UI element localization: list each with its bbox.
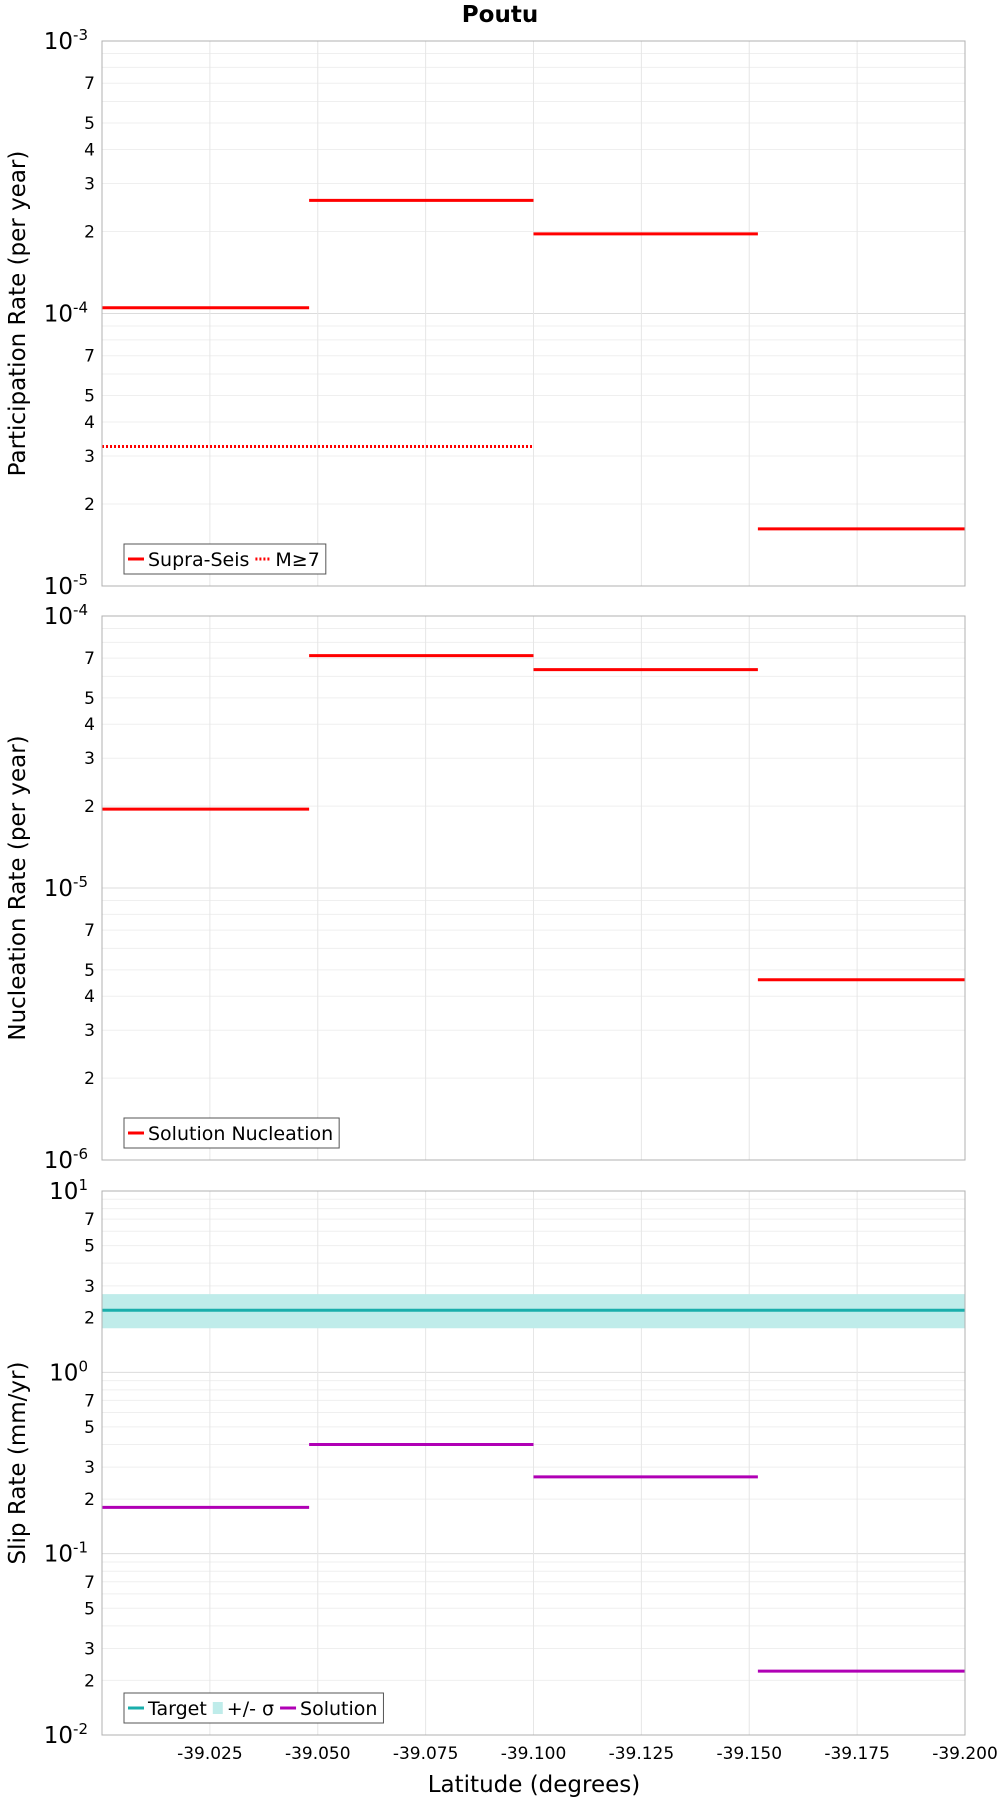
- y-tick-label: 7: [84, 74, 95, 94]
- y-tick-label-major: 10-5: [44, 873, 88, 902]
- legend-box: [123, 1117, 340, 1149]
- y-tick-label: 4: [84, 715, 95, 735]
- y-tick-label: 7: [84, 1573, 95, 1593]
- y-tick-label: 5: [84, 689, 95, 709]
- y-tick-label: 2: [84, 797, 95, 817]
- y-tick-label-major: 100: [49, 1357, 88, 1386]
- y-tick-label: 7: [84, 921, 95, 941]
- legend-label-solution-nucleation: Solution Nucleation: [148, 1123, 333, 1145]
- y-tick-label: 2: [84, 1490, 95, 1510]
- x-tick-label: -39.125: [609, 1744, 675, 1764]
- y-tick-label: 7: [84, 1391, 95, 1411]
- legend-label-target: Target: [147, 1698, 207, 1720]
- chart-panel-participation: 7 5 4 3 2 7 5 4 3 2 10-3 10-4 10-5 Participation Rate…: [5, 26, 966, 600]
- y-axis-label: Participation Rate (per year): [5, 151, 31, 477]
- y-tick-label: 5: [84, 1418, 95, 1438]
- y-tick-label: 3: [84, 1639, 95, 1659]
- y-tick-label: 4: [84, 140, 95, 160]
- plot-frame: [101, 1190, 966, 1736]
- x-tick-label: -39.175: [824, 1744, 890, 1764]
- y-axis-label: Slip Rate (mm/yr): [5, 1362, 31, 1565]
- y-tick-label: 7: [84, 347, 95, 367]
- y-tick-label-major: 101: [49, 1176, 88, 1205]
- legend-label-supra-seis: Supra-Seis: [148, 549, 249, 571]
- x-tick-label: -39.075: [393, 1744, 459, 1764]
- y-tick-label: 3: [84, 749, 95, 769]
- legend-box: [123, 1692, 384, 1724]
- chart-panel-nucleation: 7 5 4 3 2 7 5 4 3 2 10-4 10-5 10-6 Nucleation Rate (p…: [5, 601, 966, 1174]
- y-tick-label: 3: [84, 174, 95, 194]
- y-tick-label: 2: [84, 1671, 95, 1691]
- y-tick-label-major: 10-4: [44, 601, 88, 630]
- legend-label-sigma: +/- σ: [227, 1698, 274, 1720]
- y-tick-label: 3: [84, 1021, 95, 1041]
- figure-title: Poutu: [462, 2, 538, 28]
- y-tick-label: 5: [84, 961, 95, 981]
- x-axis-label: Latitude (degrees): [428, 1772, 641, 1798]
- y-tick-label-major: 10-5: [44, 571, 88, 600]
- y-tick-label: 5: [84, 1237, 95, 1257]
- y-tick-label-major: 10-6: [44, 1145, 88, 1174]
- y-tick-label: 4: [84, 413, 95, 433]
- legend-box: [123, 543, 327, 575]
- plot-frame: [101, 615, 966, 1161]
- legend: Supra-Seis M≥7: [123, 543, 327, 575]
- chart-panel-slip: 7 5 3 2 7 5 3 2 7 5 3 2 101 100 10-1 10-2 Slip Rate (mm/…: [5, 1176, 966, 1749]
- legend-label-solution: Solution: [300, 1698, 377, 1720]
- y-tick-label: 3: [84, 447, 95, 467]
- y-tick-label-major: 10-1: [44, 1539, 88, 1568]
- plot-frame: [101, 40, 966, 587]
- x-tick-label: -39.150: [716, 1744, 782, 1764]
- x-tick-label: -39.025: [177, 1744, 243, 1764]
- y-tick-label: 2: [84, 1309, 95, 1329]
- x-tick-label: -39.200: [932, 1744, 998, 1764]
- y-tick-label-major: 10-2: [44, 1720, 88, 1749]
- y-tick-label: 3: [84, 1458, 95, 1478]
- y-tick-label: 5: [84, 387, 95, 407]
- y-tick-label: 4: [84, 987, 95, 1007]
- y-tick-label-major: 10-4: [44, 299, 88, 328]
- y-tick-label-major: 10-3: [44, 26, 88, 55]
- legend-label-m-7: M≥7: [275, 549, 319, 571]
- y-tick-label: 2: [84, 222, 95, 242]
- y-axis-label: Nucleation Rate (per year): [5, 735, 31, 1040]
- y-tick-label: 2: [84, 495, 95, 515]
- legend: Target +/- σ Solution: [123, 1692, 384, 1724]
- y-tick-label: 2: [84, 1069, 95, 1089]
- x-tick-label: -39.100: [501, 1744, 567, 1764]
- y-tick-label: 3: [84, 1277, 95, 1297]
- x-tick-label: -39.050: [285, 1744, 351, 1764]
- y-tick-label: 7: [84, 1210, 95, 1230]
- y-tick-label: 5: [84, 114, 95, 134]
- legend-swatch-sigma: [212, 1702, 223, 1714]
- y-tick-label: 7: [84, 649, 95, 669]
- legend: Solution Nucleation: [123, 1117, 340, 1149]
- y-tick-label: 5: [84, 1599, 95, 1619]
